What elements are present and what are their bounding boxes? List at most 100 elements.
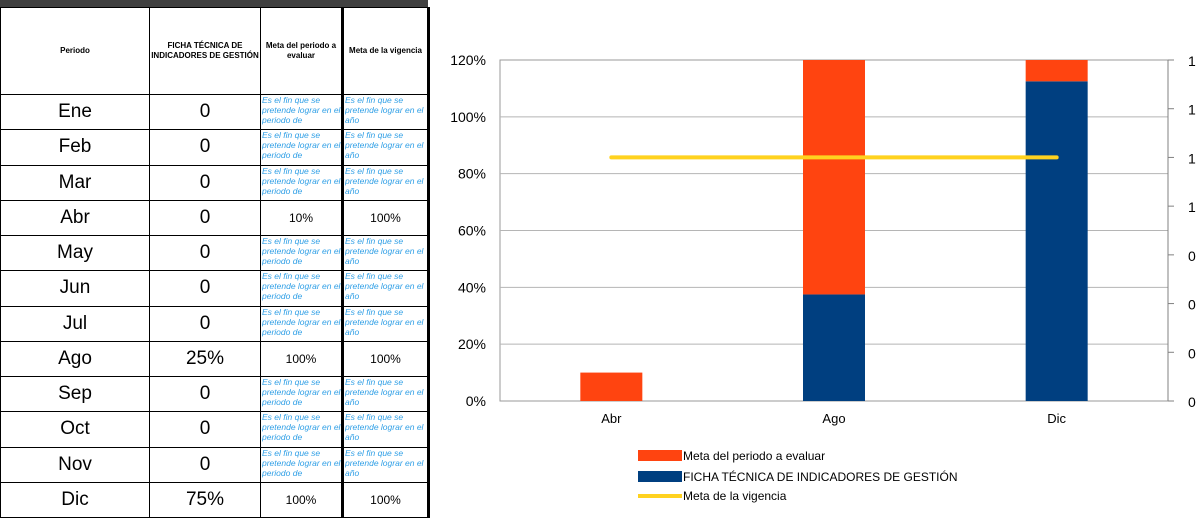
placeholder-text: Es el fin que se pretende lograr en el a… [345,95,424,125]
y-right-tick-label: 0 [1188,248,1196,264]
placeholder-text: Es el fin que se pretende lograr en el a… [345,412,424,443]
cell-periodo: Ene [0,93,150,131]
y-left-tick-label: 40% [458,279,486,295]
cell-meta-vigencia: Es el fin que se pretende lograr en el a… [342,411,430,448]
placeholder-text: Es el fin que se pretende lograr en el p… [262,306,341,337]
indicators-table: Periodo FICHA TÉCNICA DE INDICADORES DE … [0,7,430,518]
bar [1025,81,1088,401]
table-header-row: Periodo FICHA TÉCNICA DE INDICADORES DE … [0,7,430,95]
bar [1025,60,1088,82]
placeholder-text: Es el fin que se pretende lograr en el p… [262,271,341,302]
cell-meta-vigencia: 100% [342,481,430,518]
cell-periodo: Feb [0,129,150,166]
cell-periodo: Ago [0,340,150,378]
cell-ficha: 0 [149,93,261,131]
table-row: Jun 0 Es el fin que se pretende lograr en … [0,270,430,307]
x-tick-label: Dic [1047,411,1066,426]
cell-ficha: 0 [149,270,261,307]
table-row: Sep 0 Es el fin que se pretende lograr en … [0,375,430,413]
y-left-tick-label: 60% [458,223,486,239]
header-ficha: FICHA TÉCNICA DE INDICADORES DE GESTIÓN [149,7,261,95]
cell-meta-periodo: 100% [260,340,344,378]
table-row: Mar 0 Es el fin que se pretende lograr en … [0,164,430,201]
table-top-band [0,0,428,7]
cell-meta-vigencia: Es el fin que se pretende lograr en el a… [342,93,430,131]
table-row: Nov 0 Es el fin que se pretende lograr en … [0,446,430,483]
y-left-tick-label: 80% [458,166,486,182]
cell-periodo: Mar [0,164,150,201]
y-right-tick-label: 1 [1188,102,1196,118]
cell-periodo: Jul [0,305,150,342]
placeholder-text: Es el fin que se pretende lograr en el a… [345,130,424,161]
header-periodo: Periodo [0,7,150,95]
placeholder-text: Es el fin que se pretende lograr en el p… [262,95,341,125]
table-row: Jul 0 Es el fin que se pretende lograr en … [0,305,430,342]
cell-meta-periodo: 100% [260,481,344,518]
bar [580,372,643,401]
cell-meta-vigencia: Es el fin que se pretende lograr en el a… [342,129,430,166]
placeholder-text: Es el fin que se pretende lograr en el a… [345,165,424,196]
bar [803,60,865,295]
cell-ficha: 0 [149,446,261,483]
placeholder-text: Es el fin que se pretende lograr en el p… [262,412,341,443]
legend-swatch [638,450,682,461]
legend-label: Meta del periodo a evaluar [683,449,825,463]
table-row: Dic 75% 100% 100% [0,481,430,518]
x-tick-label: Abr [601,411,622,426]
header-meta-periodo: Meta del periodo a evaluar [260,7,344,95]
cell-meta-vigencia: Es el fin que se pretende lograr en el a… [342,270,430,307]
cell-meta-periodo: Es el fin que se pretende lograr en el p… [260,305,344,342]
y-right-tick-label: 0 [1188,394,1196,410]
cell-ficha: 0 [149,164,261,201]
cell-periodo: Nov [0,446,150,483]
y-right-tick-label: 0 [1188,297,1196,313]
cell-ficha: 0 [149,129,261,166]
table-row: Oct 0 Es el fin que se pretende lograr en … [0,411,430,448]
cell-ficha: 0 [149,234,261,272]
bar [803,294,865,401]
cell-meta-vigencia: 100% [342,199,430,237]
cell-meta-vigencia: Es el fin que se pretende lograr en el a… [342,446,430,483]
x-tick-label: Ago [822,411,845,426]
y-right-tick-label: 0 [1188,345,1196,361]
placeholder-text: Es el fin que se pretende lograr en el a… [345,271,424,302]
cell-meta-vigencia: 100% [342,340,430,378]
indicators-chart: 0% 20% 40% 60% 80% 100% 120% 0 0 0 0 1 1 1 1 Abr Ago Dic M… [428,0,1201,518]
cell-periodo: Dic [0,481,150,518]
placeholder-text: Es el fin que se pretende lograr en el a… [345,377,424,407]
cell-meta-periodo: Es el fin que se pretende lograr en el p… [260,164,344,201]
header-meta-vigencia: Meta de la vigencia [342,7,430,95]
placeholder-text: Es el fin que se pretende lograr en el p… [262,447,341,478]
cell-meta-periodo: 10% [260,199,344,237]
cell-ficha: 0 [149,305,261,342]
y-left-tick-label: 0% [466,393,486,409]
cell-meta-periodo: Es el fin que se pretende lograr en el p… [260,93,344,131]
cell-periodo: Oct [0,411,150,448]
cell-periodo: Jun [0,270,150,307]
cell-meta-periodo: Es el fin que se pretende lograr en el p… [260,446,344,483]
cell-ficha: 75% [149,481,261,518]
legend-swatch [638,471,682,482]
cell-meta-vigencia: Es el fin que se pretende lograr en el a… [342,305,430,342]
indicators-table-panel: Periodo FICHA TÉCNICA DE INDICADORES DE … [0,0,430,518]
placeholder-text: Es el fin que se pretende lograr en el p… [262,377,341,407]
placeholder-text: Es el fin que se pretende lograr en el a… [345,447,424,478]
cell-ficha: 0 [149,375,261,413]
cell-meta-periodo: Es el fin que se pretende lograr en el p… [260,411,344,448]
y-right-tick-label: 1 [1188,199,1196,215]
placeholder-text: Es el fin que se pretende lograr en el p… [262,130,341,161]
placeholder-text: Es el fin que se pretende lograr en el a… [345,236,424,266]
y-left-tick-label: 100% [450,109,486,125]
placeholder-text: Es el fin que se pretende lograr en el p… [262,165,341,196]
y-left-tick-label: 120% [450,52,486,68]
cell-meta-vigencia: Es el fin que se pretende lograr en el a… [342,375,430,413]
legend-label: FICHA TÉCNICA DE INDICADORES DE GESTIÓN [683,469,958,484]
table-row: Ene 0 Es el fin que se pretende lograr en … [0,93,430,131]
y-left-tick-label: 20% [458,336,486,352]
y-right-tick-label: 1 [1188,53,1196,69]
cell-ficha: 0 [149,411,261,448]
cell-ficha: 0 [149,199,261,237]
legend-label: Meta de la vigencia [683,489,787,503]
table-row: May 0 Es el fin que se pretende lograr en … [0,234,430,272]
cell-meta-periodo: Es el fin que se pretende lograr en el p… [260,234,344,272]
